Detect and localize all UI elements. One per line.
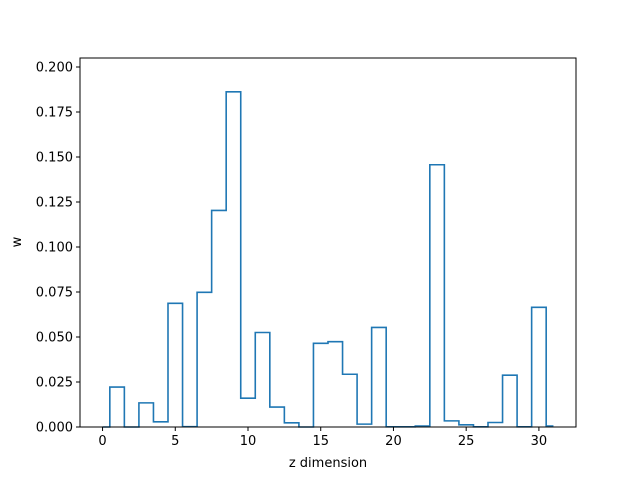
x-tick-label: 10 bbox=[240, 434, 257, 449]
x-tick-label: 15 bbox=[312, 434, 329, 449]
x-axis-ticks: 0 5 10 15 20 25 30 bbox=[98, 427, 547, 449]
y-tick-label: 0.200 bbox=[36, 61, 73, 76]
y-tick-label: 0.125 bbox=[36, 196, 73, 211]
x-tick-label: 20 bbox=[385, 434, 402, 449]
y-tick-label: 0.050 bbox=[36, 331, 73, 346]
y-axis-label: w bbox=[10, 236, 25, 247]
y-axis-ticks: 0.000 0.025 0.050 0.075 0.100 0.125 0.150 0.175… bbox=[36, 61, 80, 436]
y-tick-label: 0.175 bbox=[36, 106, 73, 121]
x-axis-label: z dimension bbox=[289, 456, 367, 471]
y-tick-label: 0.000 bbox=[36, 421, 73, 436]
x-tick-label: 0 bbox=[98, 434, 106, 449]
x-tick-label: 25 bbox=[458, 434, 475, 449]
plot-frame bbox=[79, 57, 577, 428]
x-tick-label: 5 bbox=[171, 434, 179, 449]
y-tick-label: 0.075 bbox=[36, 286, 73, 301]
y-tick-label: 0.025 bbox=[36, 376, 73, 391]
x-tick-label: 30 bbox=[531, 434, 548, 449]
y-tick-label: 0.100 bbox=[36, 241, 73, 256]
y-tick-label: 0.150 bbox=[36, 151, 73, 166]
